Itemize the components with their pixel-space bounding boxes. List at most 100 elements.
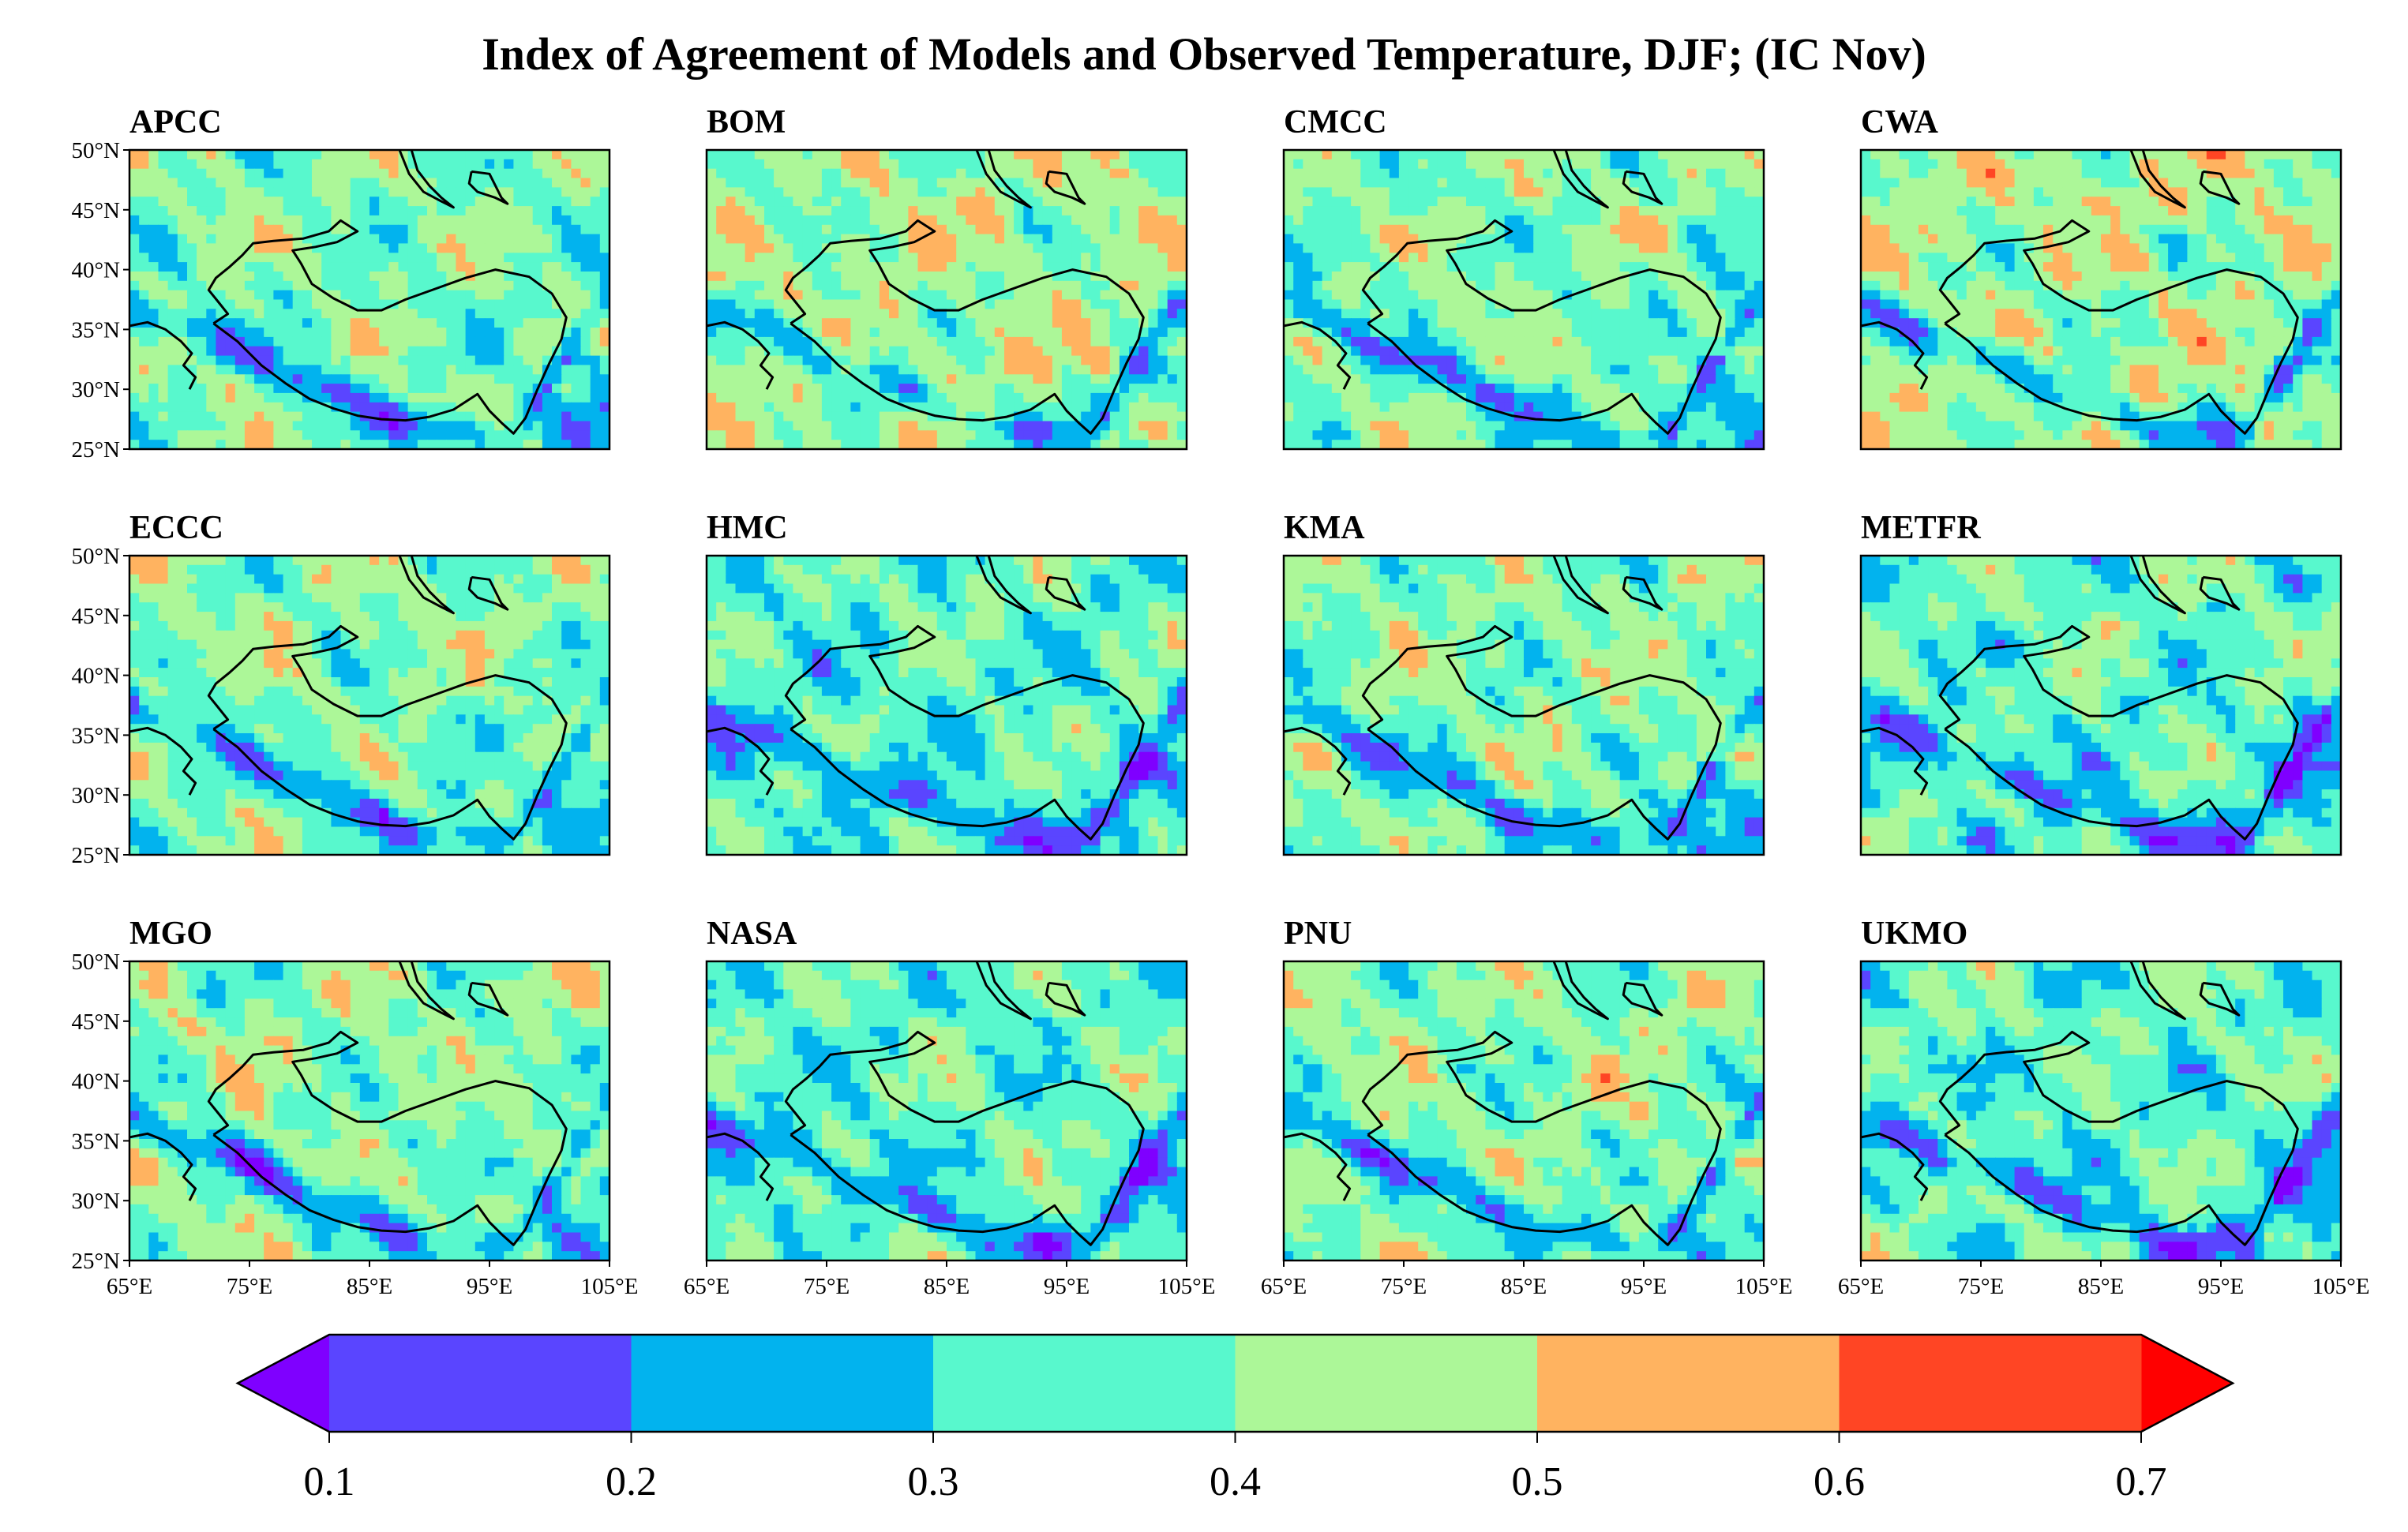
- contour-cell: [494, 355, 504, 365]
- contour-cell: [1543, 328, 1554, 338]
- contour-cell: [1303, 309, 1314, 319]
- contour-cell: [1061, 430, 1072, 440]
- contour-cell: [1648, 346, 1659, 357]
- contour-cell: [1485, 197, 1496, 207]
- contour-cell: [417, 262, 428, 272]
- contour-cell: [1322, 215, 1333, 226]
- contour-cell: [350, 346, 361, 357]
- contour-cell: [216, 336, 227, 347]
- contour-cell: [1129, 262, 1139, 272]
- contour-cell: [774, 309, 784, 319]
- contour-cell: [437, 384, 447, 394]
- contour-cell: [1176, 392, 1187, 403]
- contour-cell: [1071, 299, 1082, 309]
- contour-cell: [716, 253, 726, 263]
- contour-cell: [1176, 159, 1187, 170]
- contour-cell: [1341, 392, 1352, 403]
- contour-cell: [1284, 346, 1294, 357]
- contour-cell: [1753, 290, 1765, 301]
- contour-cell: [340, 384, 351, 394]
- contour-cell: [841, 402, 851, 413]
- contour-cell: [879, 318, 890, 328]
- contour-cell: [1610, 336, 1621, 347]
- contour-cell: [379, 187, 389, 197]
- contour-cell: [206, 309, 217, 319]
- contour-cell: [831, 440, 842, 450]
- contour-cell: [764, 392, 775, 403]
- contour-cell: [1696, 336, 1707, 347]
- contour-cell: [860, 421, 871, 431]
- contour-cell: [1157, 168, 1168, 179]
- contour-cell: [1485, 178, 1496, 188]
- contour-cell: [1504, 178, 1515, 188]
- contour-cell: [1157, 206, 1168, 216]
- contour-cell: [340, 272, 351, 282]
- contour-cell: [340, 421, 351, 431]
- contour-cell: [1986, 150, 1996, 160]
- contour-cell: [523, 197, 534, 207]
- contour-cell: [1052, 234, 1063, 244]
- contour-cell: [936, 318, 947, 328]
- contour-cell: [1735, 430, 1746, 440]
- contour-cell: [139, 309, 149, 319]
- contour-cell: [158, 299, 169, 309]
- contour-cell: [1735, 234, 1746, 244]
- contour-cell: [197, 168, 207, 179]
- contour-cell: [1351, 262, 1361, 272]
- contour-cell: [1591, 168, 1601, 179]
- contour-cell: [523, 224, 534, 235]
- contour-cell: [513, 224, 524, 235]
- contour-cell: [340, 365, 351, 375]
- contour-cell: [1533, 168, 1543, 179]
- contour-cell: [264, 336, 274, 347]
- contour-cell: [599, 215, 610, 226]
- contour-cell: [167, 234, 178, 244]
- contour-cell: [1100, 299, 1111, 309]
- contour-cell: [312, 384, 322, 394]
- contour-cell: [1677, 224, 1688, 235]
- contour-cell: [1686, 206, 1697, 216]
- contour-cell: [1753, 262, 1765, 272]
- contour-cell: [552, 224, 562, 235]
- contour-cell: [148, 206, 159, 216]
- contour-cell: [707, 178, 717, 188]
- contour-cell: [1014, 430, 1024, 440]
- contour-cell: [2005, 150, 2016, 160]
- contour-cell: [1052, 318, 1063, 328]
- contour-cell: [745, 411, 756, 421]
- contour-cell: [331, 421, 342, 431]
- contour-cell: [1398, 272, 1409, 282]
- contour-cell: [1476, 309, 1486, 319]
- contour-cell: [1341, 187, 1352, 197]
- contour-cell: [513, 365, 524, 375]
- contour-cell: [1543, 384, 1554, 394]
- contour-cell: [474, 309, 486, 319]
- contour-cell: [1437, 336, 1448, 347]
- contour-cell: [1176, 206, 1187, 216]
- contour-cell: [216, 411, 227, 421]
- contour-cell: [523, 374, 534, 384]
- contour-cell: [1042, 299, 1053, 309]
- contour-cell: [831, 159, 842, 170]
- contour-cell: [273, 290, 284, 301]
- contour-cell: [206, 206, 217, 216]
- contour-cell: [1513, 253, 1525, 263]
- contour-cell: [158, 168, 169, 179]
- contour-cell: [1167, 355, 1178, 365]
- contour-cell: [1167, 346, 1178, 357]
- contour-cell: [216, 178, 227, 188]
- contour-cell: [1331, 411, 1342, 421]
- contour-cell: [206, 346, 217, 357]
- contour-cell: [707, 402, 717, 413]
- contour-cell: [1418, 187, 1428, 197]
- contour-cell: [1322, 309, 1333, 319]
- contour-cell: [599, 346, 610, 357]
- contour-cell: [1312, 206, 1323, 216]
- contour-cell: [129, 299, 140, 309]
- contour-cell: [513, 392, 524, 403]
- contour-cell: [1176, 197, 1187, 207]
- contour-cell: [821, 392, 832, 403]
- contour-cell: [590, 168, 601, 179]
- contour-cell: [1109, 336, 1120, 347]
- contour-cell: [1581, 440, 1592, 450]
